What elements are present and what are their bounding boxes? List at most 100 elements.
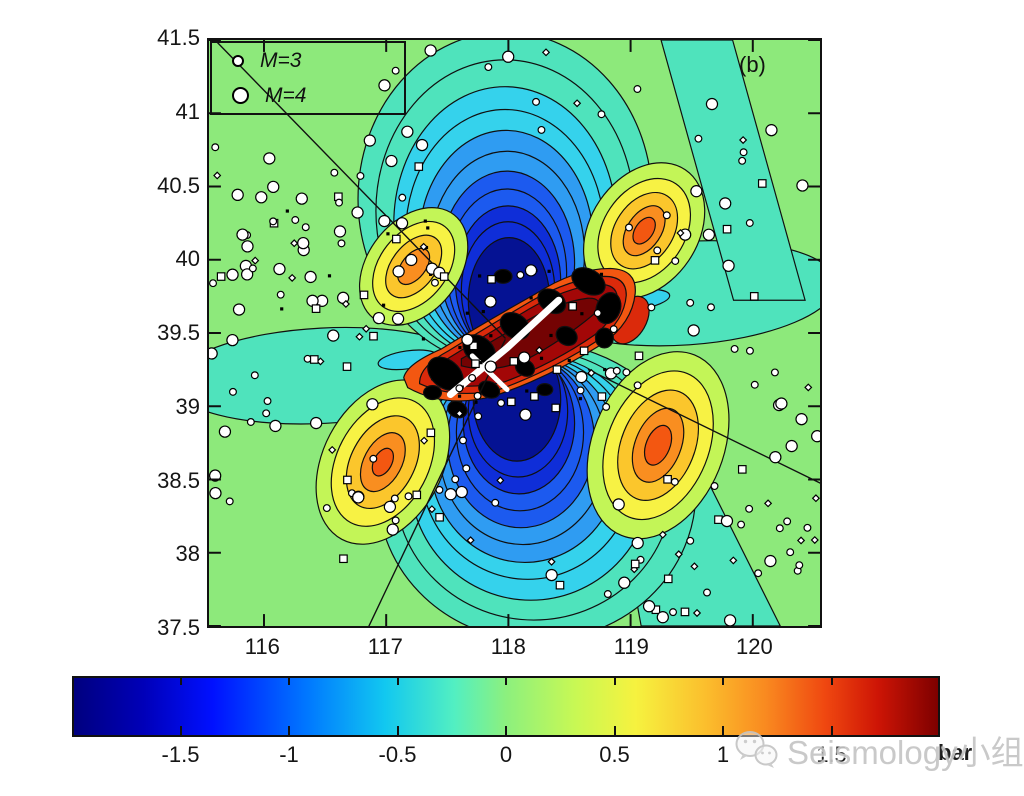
contour-shape: [660, 40, 806, 301]
earthquake-m4-circle: [705, 97, 719, 111]
earthquake-diamond: [763, 499, 773, 508]
colorbar-tick: [179, 676, 182, 685]
earthquake-m3-circle: [390, 494, 399, 503]
seismicity-speck: [605, 337, 610, 341]
earthquake-m3-circle: [686, 298, 695, 307]
seismicity-speck: [458, 345, 462, 350]
earthquake-m3-circle: [653, 246, 662, 255]
earthquake-diamond: [676, 228, 685, 238]
x-tick-label: 117: [367, 634, 403, 659]
seismicity-speck: [426, 226, 430, 230]
seismicity-speck: [423, 219, 427, 223]
earthquake-m4-circle: [327, 329, 340, 342]
y-tick-label: 40.5: [157, 172, 200, 198]
earthquake-square: [551, 403, 561, 413]
seismicity-speck: [465, 311, 469, 315]
contour-shape: [571, 267, 606, 296]
earthquake-m4-circle: [351, 206, 364, 219]
colorbar-tick: [722, 676, 724, 685]
earthquake-square: [343, 475, 352, 485]
seismicity-speck: [578, 397, 582, 401]
colorbar-tick-label: 1.5: [816, 742, 847, 767]
earthquake-diamond: [690, 562, 699, 571]
contour-shape: [555, 325, 578, 347]
earthquake-m4-circle: [484, 360, 497, 373]
earthquake-m4-circle: [241, 240, 254, 253]
earthquake-m4-circle: [255, 191, 268, 204]
contour-map-plot: M=3 M=4 (b): [207, 38, 822, 628]
earthquake-diamond: [496, 476, 505, 485]
earthquake-m3-circle: [209, 279, 217, 288]
earthquake-m4-circle: [519, 408, 532, 421]
panel-label: (b): [739, 52, 766, 77]
earthquake-m4-circle: [631, 536, 644, 550]
earthquake-m4-circle: [226, 333, 239, 347]
earthquake-m3-circle: [612, 366, 621, 375]
earthquake-m4-circle: [656, 611, 669, 624]
earthquake-m3-circle: [473, 391, 482, 400]
earthquake-diamond: [355, 332, 364, 341]
earthquake-m4-circle: [612, 498, 625, 511]
earthquake-diamond: [796, 536, 806, 545]
earthquake-m3-circle: [246, 418, 255, 426]
seismicity-speck: [381, 303, 386, 307]
earthquake-m4-circle: [209, 486, 222, 500]
earthquake-square: [634, 351, 644, 361]
colorbar-tick: [179, 726, 182, 735]
y-tick-label: 41.5: [157, 25, 200, 50]
seismicity-speck: [580, 312, 584, 316]
earthquake-square: [597, 392, 607, 401]
earthquake-diamond: [739, 135, 748, 145]
earthquake-m3-circle: [455, 384, 464, 393]
seismicity-speck: [280, 307, 284, 311]
earthquake-square: [630, 559, 640, 569]
earthquake-m4-circle: [267, 180, 280, 194]
earthquake-m3-circle: [730, 344, 739, 353]
earthquake-m3-circle: [750, 380, 759, 389]
colorbar-tick: [505, 726, 507, 735]
earthquake-m3-circle: [337, 239, 346, 248]
m3-circle-symbol: [232, 54, 244, 67]
earthquake-diamond: [811, 494, 820, 503]
earthquake-square: [311, 304, 321, 313]
colorbar-tick: [613, 676, 616, 685]
seismicity-speck: [478, 274, 482, 278]
y-tick-label: 41: [175, 98, 200, 124]
earthquake-square: [339, 554, 348, 564]
earthquake-m3-circle: [269, 217, 278, 226]
earthquake-m4-circle: [796, 179, 809, 192]
colorbar-tick: [288, 676, 290, 685]
earthquake-diamond: [674, 550, 683, 559]
nodal-line: [214, 40, 506, 339]
colorbar-tick-label: 0: [499, 742, 513, 767]
colorbar-tick-label: -1.5: [161, 742, 200, 767]
earthquake-square: [216, 272, 226, 281]
contour-shape: [643, 424, 673, 466]
earthquake-diamond: [427, 505, 436, 514]
colorbar-tick: [505, 676, 507, 685]
seismicity-speck: [285, 209, 289, 213]
seismicity-speck: [547, 269, 551, 273]
seismicity-speck: [539, 356, 544, 360]
earthquake-square: [663, 474, 672, 484]
y-tick-label: 40: [175, 246, 200, 272]
earthquake-m3-circle: [474, 412, 483, 421]
earthquake-square: [568, 302, 577, 311]
earthquake-m4-circle: [785, 439, 798, 453]
earthquake-m4-circle: [461, 333, 474, 346]
earthquake-m4-circle: [240, 268, 254, 281]
earthquake-diamond: [341, 299, 350, 309]
colorbar-tick-label: 1: [716, 742, 730, 767]
seismicity-speck: [549, 333, 553, 338]
earthquake-diamond: [290, 239, 299, 248]
earthquake-m3-circle: [356, 171, 365, 180]
colorbar-tick: [830, 726, 833, 735]
earthquake-diamond: [362, 324, 371, 333]
x-tick-label: 119: [613, 634, 649, 659]
earthquake-diamond: [729, 556, 738, 565]
earthquake-m4-circle: [395, 217, 409, 230]
earthquake-m4-circle: [304, 270, 317, 284]
earthquake-m4-circle: [720, 514, 734, 528]
earthquake-square: [509, 357, 519, 366]
earthquake-m4-circle: [618, 576, 631, 589]
